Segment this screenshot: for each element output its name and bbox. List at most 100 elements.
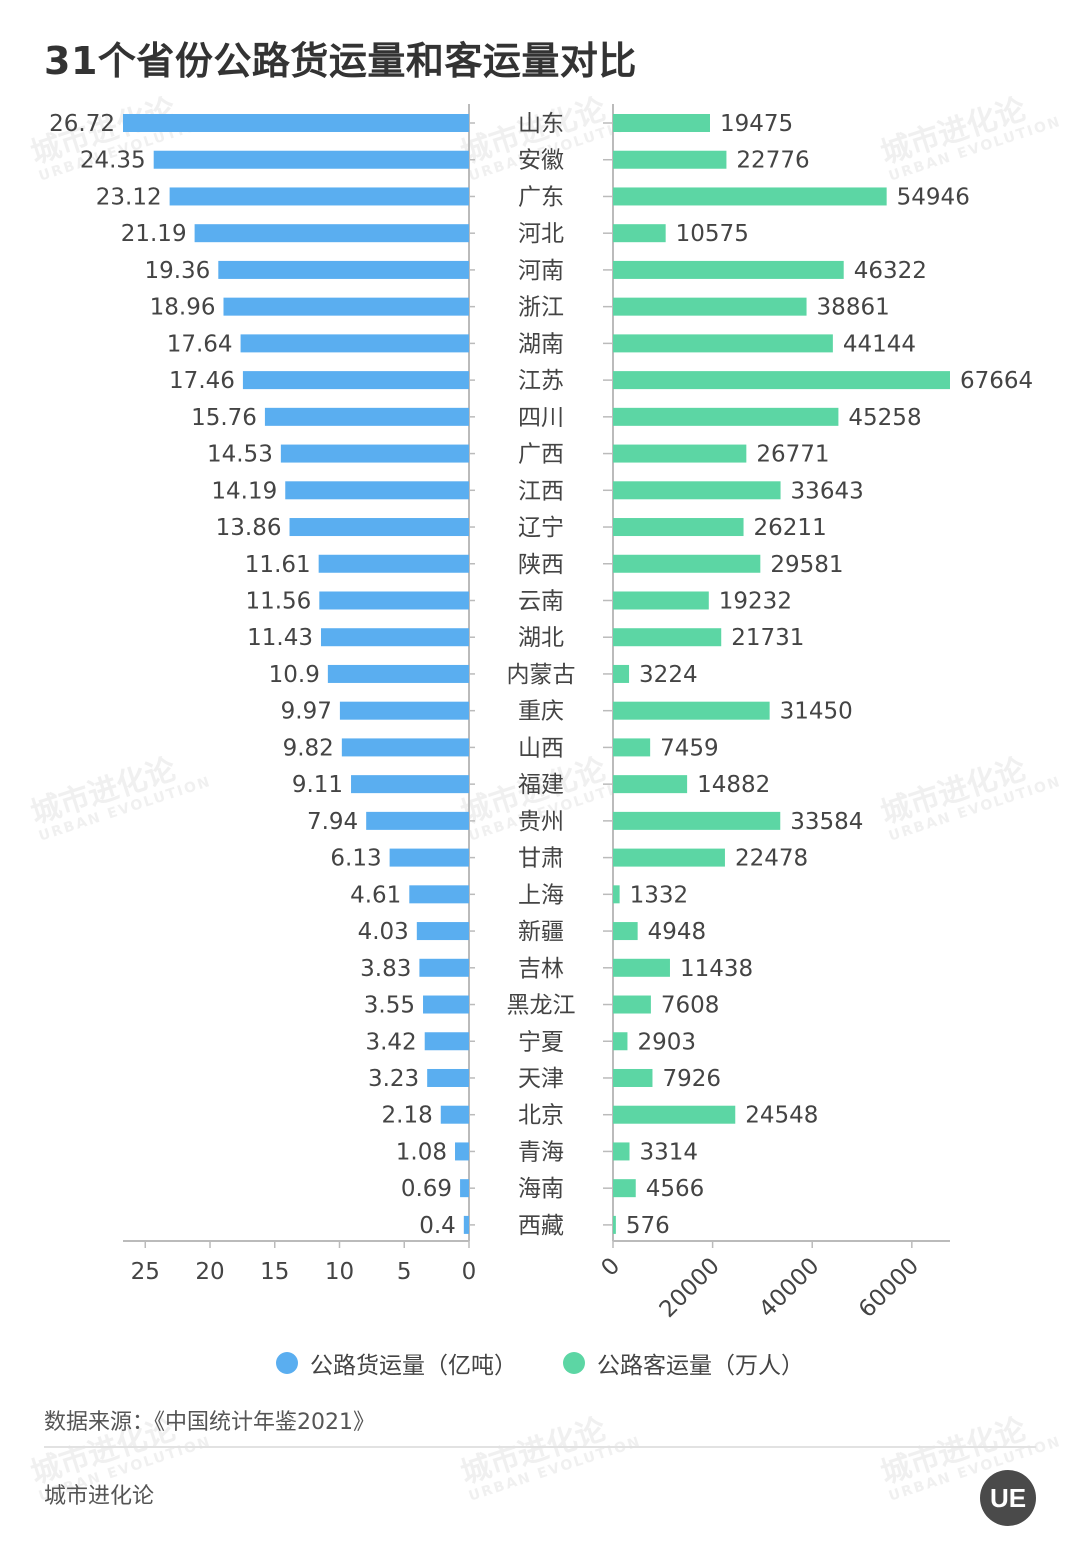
- passenger-bar: [613, 260, 844, 279]
- freight-value-label: 24.35: [80, 148, 146, 174]
- freight-bar: [463, 1215, 469, 1234]
- freight-bar: [351, 775, 469, 794]
- butterfly-bar-chart: 26.72 山东 19475 24.35 安徽 22776 23.12 广东 54946 21.1…: [49, 104, 1033, 1323]
- province-label: 湖北: [518, 625, 564, 651]
- legend-item-passenger[interactable]: 公路客运量（万人）: [563, 1346, 804, 1380]
- data-source: 数据来源：《中国统计年鉴2021》: [44, 1410, 375, 1435]
- freight-bar: [424, 1032, 469, 1051]
- freight-value-label: 4.61: [350, 882, 401, 908]
- passenger-value-label: 11438: [680, 956, 753, 982]
- province-label: 湖南: [518, 331, 564, 357]
- freight-value-label: 7.94: [307, 809, 358, 835]
- province-label: 安徽: [518, 148, 564, 174]
- freight-bar: [341, 738, 469, 757]
- ue-logo-icon: UE: [980, 1470, 1036, 1526]
- passenger-value-label: 26771: [756, 442, 829, 468]
- freight-value-label: 2.18: [382, 1103, 433, 1129]
- legend: 公路货运量（亿吨） 公路客运量（万人）: [0, 1346, 1080, 1380]
- province-label: 广东: [518, 184, 564, 210]
- chart-title: 31个省份公路货运量和客运量对比: [44, 39, 637, 83]
- passenger-bar: [613, 150, 727, 169]
- freight-value-label: 0.69: [401, 1176, 452, 1202]
- passenger-bar: [613, 958, 670, 977]
- passenger-bar: [613, 995, 651, 1014]
- left-axis-tick-label: 25: [131, 1259, 160, 1285]
- freight-value-label: 3.42: [365, 1029, 416, 1055]
- passenger-value-label: 38861: [817, 295, 890, 321]
- freight-value-label: 21.19: [121, 221, 187, 247]
- freight-bar: [423, 995, 469, 1014]
- province-label: 重庆: [518, 699, 564, 725]
- province-label: 新疆: [518, 919, 564, 945]
- left-axis-tick-label: 20: [195, 1259, 224, 1285]
- legend-passenger-label: 公路客运量（万人）: [597, 1353, 804, 1379]
- freight-value-label: 1.08: [396, 1139, 447, 1165]
- passenger-value-label: 7608: [661, 993, 720, 1019]
- passenger-bar: [613, 885, 620, 904]
- freight-bar: [289, 518, 469, 537]
- freight-bar: [194, 224, 470, 243]
- freight-value-label: 15.76: [191, 405, 257, 431]
- passenger-value-label: 54946: [897, 184, 970, 210]
- province-label: 海南: [518, 1176, 564, 1202]
- freight-value-label: 6.13: [330, 846, 381, 872]
- passenger-bar: [613, 1105, 736, 1124]
- passenger-bar: [613, 1179, 636, 1198]
- passenger-value-label: 24548: [745, 1103, 818, 1129]
- province-label: 山西: [518, 735, 564, 761]
- watermark: 城市进化论 URBAN EVOLUTION: [876, 1411, 1064, 1505]
- passenger-bar: [613, 554, 761, 573]
- province-label: 广西: [518, 442, 564, 468]
- passenger-value-label: 4566: [646, 1176, 705, 1202]
- passenger-legend-dot: [563, 1352, 585, 1374]
- passenger-value-label: 44144: [843, 331, 916, 357]
- freight-value-label: 26.72: [49, 111, 115, 137]
- freight-value-label: 10.9: [269, 662, 320, 688]
- province-label: 西藏: [518, 1213, 564, 1239]
- freight-value-label: 9.82: [283, 735, 334, 761]
- freight-value-label: 9.11: [292, 772, 343, 798]
- passenger-value-label: 22478: [735, 846, 808, 872]
- passenger-bar: [613, 1032, 628, 1051]
- freight-bar: [318, 554, 469, 573]
- left-axis-tick-label: 10: [325, 1259, 354, 1285]
- passenger-bar: [613, 775, 688, 794]
- right-axis-tick-label: 0: [597, 1253, 626, 1282]
- freight-bar: [366, 811, 469, 830]
- freight-value-label: 11.56: [245, 588, 311, 614]
- province-label: 上海: [518, 882, 564, 908]
- right-axis-tick-label: 60000: [854, 1253, 924, 1323]
- province-label: 陕西: [518, 552, 564, 578]
- passenger-value-label: 2903: [637, 1029, 696, 1055]
- passenger-bar: [613, 628, 722, 647]
- freight-value-label: 4.03: [358, 919, 409, 945]
- legend-item-freight[interactable]: 公路货运量（亿吨）: [276, 1346, 517, 1380]
- passenger-bar: [613, 518, 744, 537]
- passenger-bar: [613, 481, 781, 500]
- passenger-bar: [613, 1142, 630, 1161]
- passenger-value-label: 7926: [662, 1066, 721, 1092]
- footer-divider: [44, 1446, 1036, 1448]
- freight-bar: [223, 297, 469, 316]
- province-label: 北京: [518, 1103, 564, 1129]
- passenger-value-label: 3314: [640, 1139, 699, 1165]
- province-label: 青海: [518, 1139, 564, 1165]
- province-label: 江西: [518, 478, 564, 504]
- freight-value-label: 3.55: [364, 993, 415, 1019]
- freight-bar: [153, 150, 469, 169]
- passenger-bar: [613, 701, 770, 720]
- province-label: 贵州: [518, 809, 564, 835]
- passenger-bar: [613, 811, 781, 830]
- freight-bar: [218, 260, 469, 279]
- passenger-bar: [613, 371, 950, 390]
- freight-value-label: 11.43: [247, 625, 313, 651]
- brand-name: 城市进化论: [44, 1484, 155, 1509]
- passenger-value-label: 22776: [736, 148, 809, 174]
- passenger-value-label: 26211: [754, 515, 827, 541]
- passenger-value-label: 576: [626, 1213, 670, 1239]
- freight-bar: [242, 371, 469, 390]
- province-label: 河南: [518, 258, 564, 284]
- passenger-value-label: 67664: [960, 368, 1033, 394]
- freight-value-label: 9.97: [281, 699, 332, 725]
- province-label: 云南: [518, 588, 564, 614]
